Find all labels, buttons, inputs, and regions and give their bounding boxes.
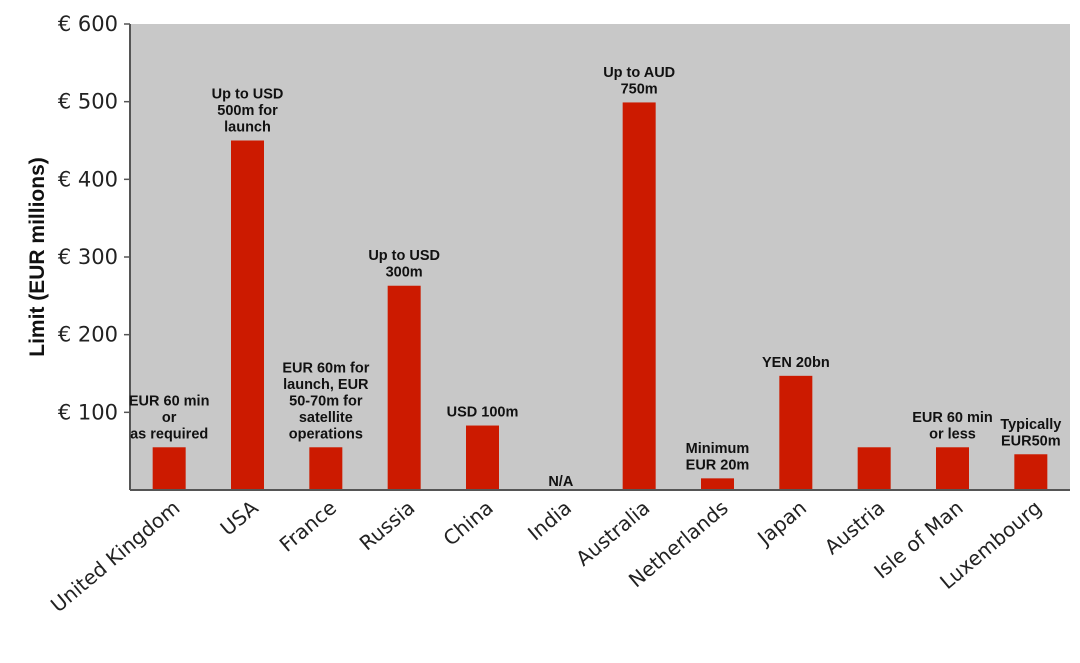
annotation-japan: YEN 20bn: [762, 355, 830, 371]
annotation-united-kingdom: EUR 60 min or as required: [129, 393, 210, 442]
x-axis: United Kingdom USA France Russia China India A…: [46, 489, 1070, 617]
bar-japan: [779, 375, 813, 490]
y-axis: € 100 € 200 € 300 € 400 € 500 € 600: [58, 12, 131, 490]
annotation-netherlands: Minimum EUR 20m: [686, 441, 750, 474]
plot-background: [130, 24, 1070, 490]
y-tick-label: € 600: [58, 12, 118, 36]
bar-russia: [387, 285, 421, 490]
x-tick-label: Russia: [355, 495, 420, 555]
annotation-india: N/A: [548, 474, 574, 490]
x-tick-label: India: [523, 495, 576, 545]
annotation-isle-of-man: EUR 60 min or less: [912, 410, 993, 443]
bar-isle-of-man: [936, 447, 969, 490]
y-axis-label: Limit (EUR millions): [26, 157, 49, 357]
y-tick-label: € 200: [58, 323, 118, 347]
y-tick-label: € 500: [58, 90, 118, 114]
y-tick-label: € 400: [58, 167, 118, 191]
annotation-france: EUR 60m for launch, EUR 50-70m for satellit…: [282, 360, 369, 442]
bar-australia: [622, 102, 656, 491]
x-tick-label: China: [439, 495, 498, 550]
bars: [152, 102, 1048, 491]
bar-usa: [231, 140, 264, 490]
x-tick-label: France: [275, 495, 341, 556]
bar-austria: [857, 447, 891, 490]
bar-annotations: EUR 60 min or as required Up to USD 500m for…: [129, 65, 1061, 490]
bar-china: [466, 425, 499, 490]
annotation-usa: Up to USD 500m for launch: [212, 87, 284, 136]
bar-france: [309, 447, 343, 490]
bar-united-kingdom: [152, 447, 186, 490]
bar-netherlands: [701, 478, 734, 490]
y-tick-label: € 300: [58, 245, 118, 269]
x-tick-label: Japan: [751, 495, 811, 551]
y-tick-label: € 100: [58, 400, 118, 424]
annotation-russia: Up to USD 300m: [368, 248, 440, 281]
bar-luxembourg: [1014, 454, 1048, 490]
annotation-australia: Up to AUD 750m: [603, 65, 675, 98]
x-tick-label: United Kingdom: [46, 495, 184, 617]
x-tick-label: Austria: [820, 495, 890, 559]
annotation-china: USD 100m: [447, 405, 519, 421]
x-tick-label: USA: [216, 495, 263, 540]
annotation-luxembourg: Typically EUR50m: [1000, 417, 1061, 450]
